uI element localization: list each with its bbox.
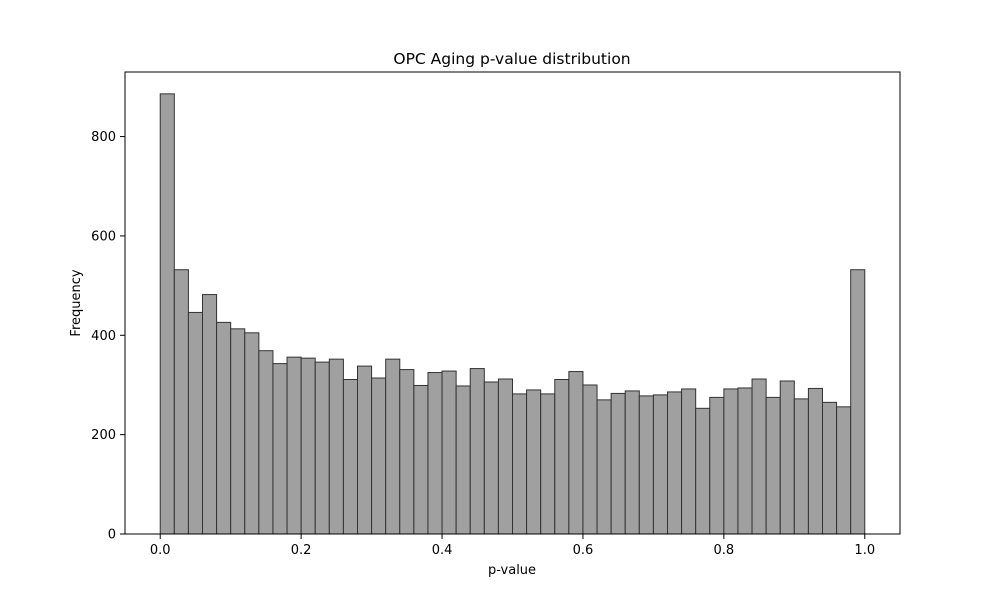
histogram-bar [497, 378, 513, 535]
x-axis: 0.0 0.2 0.4 0.6 0.8 1.0 [150, 534, 875, 558]
histogram-bar [779, 380, 795, 535]
y-tick-label: 400 [91, 329, 116, 344]
histogram-bar [328, 358, 344, 535]
y-tick-label: 600 [91, 229, 116, 244]
histogram-bar [836, 406, 852, 535]
histogram-bar [512, 393, 528, 535]
histogram-bar [187, 311, 203, 535]
x-tick-label: 0.8 [714, 543, 735, 558]
histogram-bar [385, 358, 401, 535]
histogram-bar [526, 389, 542, 535]
x-axis-label: p-value [488, 563, 536, 578]
histogram-bar [624, 390, 640, 535]
x-tick-label: 0.6 [573, 543, 594, 558]
histogram-bar [822, 401, 838, 535]
histogram-bar [300, 357, 316, 535]
histogram-bar [807, 387, 824, 535]
histogram-bar [230, 328, 246, 535]
x-tick-label: 0.2 [291, 543, 312, 558]
bars-group [159, 93, 866, 535]
histogram-bar [765, 396, 781, 535]
histogram-bar [793, 398, 809, 535]
y-axis: 0 200 400 600 800 [91, 130, 125, 543]
y-tick-label: 800 [91, 130, 116, 145]
histogram-bar [244, 332, 260, 535]
y-tick-label: 200 [91, 428, 116, 443]
histogram-bar [568, 371, 584, 535]
histogram-bar [582, 384, 598, 535]
x-tick-label: 1.0 [854, 543, 875, 558]
histogram-bar [596, 399, 612, 535]
histogram-bar [258, 350, 274, 535]
histogram-bar [286, 356, 302, 535]
histogram-bar [638, 395, 654, 535]
histogram-bar [610, 392, 626, 535]
histogram-bar [371, 377, 387, 535]
histogram-bar [173, 269, 189, 535]
histogram-bar [695, 407, 711, 535]
histogram-bar [554, 379, 570, 535]
histogram-bar [441, 370, 457, 535]
histogram-bar [469, 368, 485, 535]
histogram-bar [681, 388, 697, 535]
histogram-bar [737, 387, 753, 535]
histogram-bar [751, 378, 767, 535]
y-tick-label: 0 [108, 528, 116, 543]
histogram-bar [399, 369, 415, 535]
histogram-bar [850, 269, 866, 535]
plot-frame [124, 71, 901, 535]
chart-title: OPC Aging p-value distribution [393, 50, 630, 68]
histogram-bar [357, 365, 373, 535]
histogram-bar [667, 391, 683, 535]
histogram-bar [413, 384, 429, 535]
histogram-bar [483, 381, 499, 535]
histogram-bar [427, 372, 443, 535]
x-tick-label: 0.0 [150, 543, 171, 558]
histogram-bar [159, 93, 175, 535]
x-tick-label: 0.4 [432, 543, 453, 558]
histogram-bar [709, 396, 725, 535]
histogram-bar [455, 385, 471, 535]
histogram-bar [652, 394, 669, 535]
histogram-bar [540, 393, 556, 535]
histogram-bar [342, 379, 358, 535]
y-axis-label: Frequency [69, 269, 84, 336]
histogram-bar [723, 388, 739, 535]
histogram-bar [216, 321, 232, 535]
histogram-bar [272, 363, 288, 535]
histogram-bar [314, 361, 330, 535]
histogram-bar [202, 294, 218, 535]
